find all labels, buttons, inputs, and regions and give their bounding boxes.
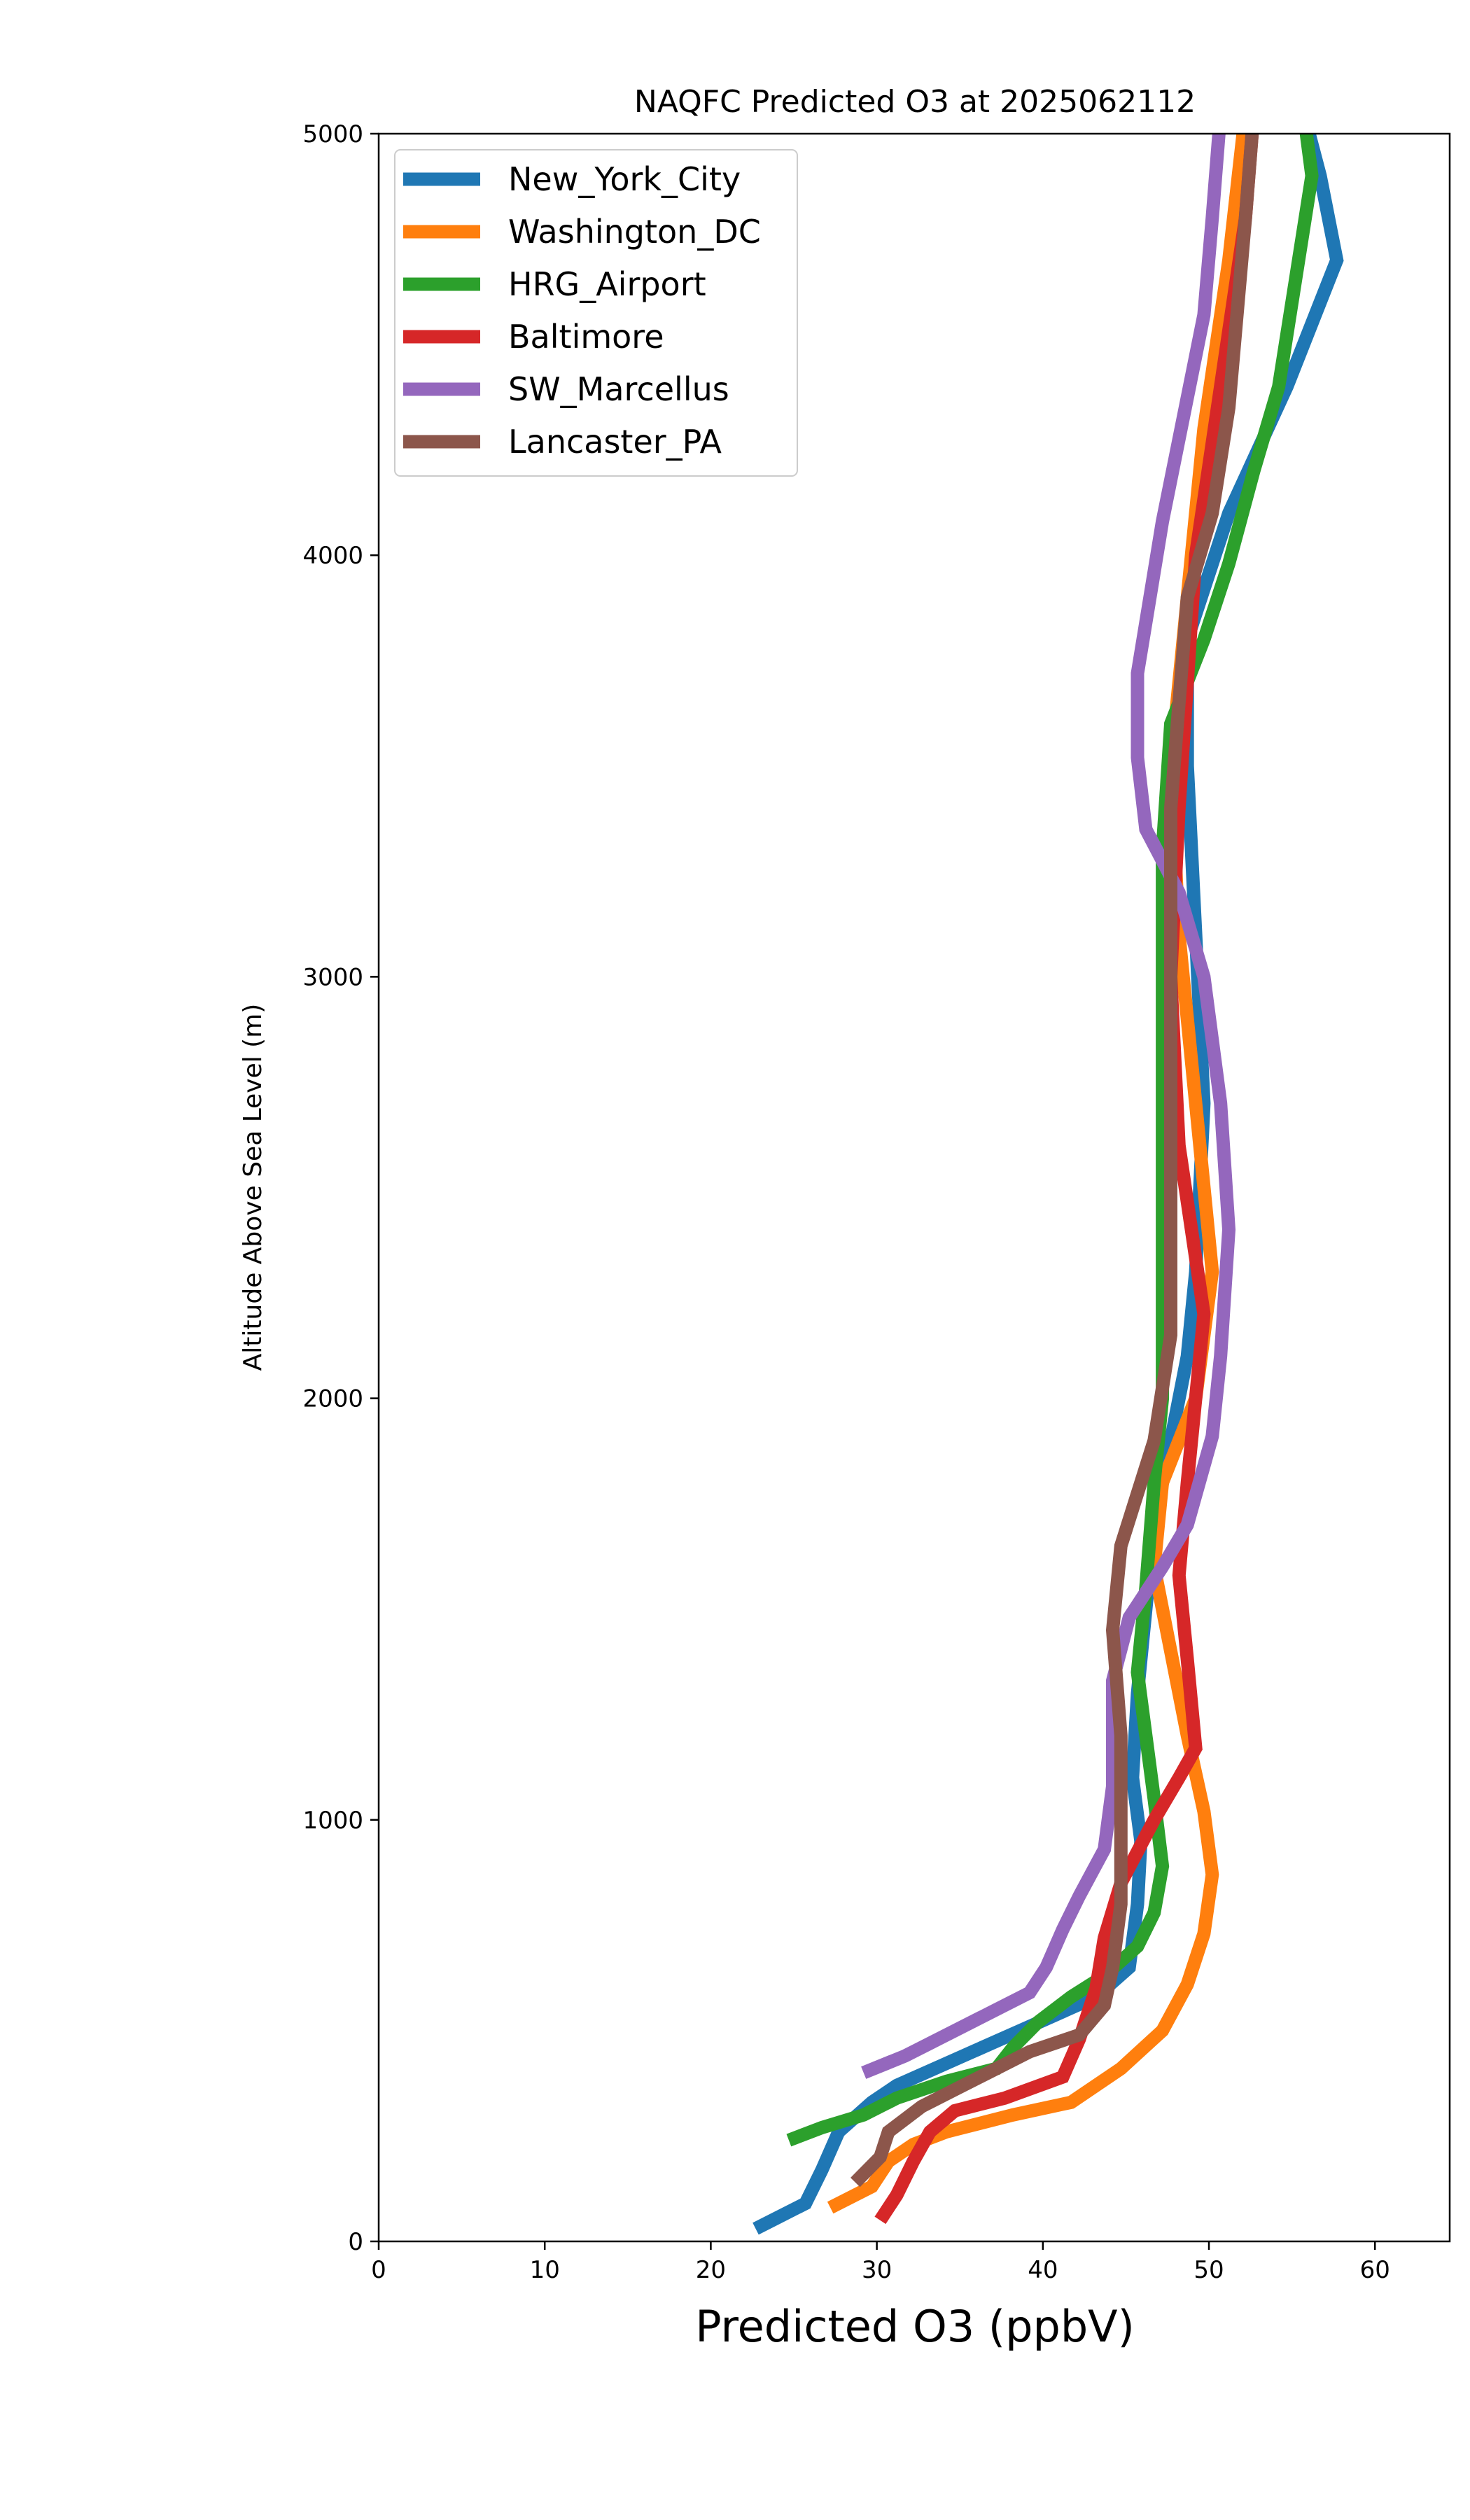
legend-label: New_York_City (508, 160, 741, 198)
y-tick-label: 4000 (302, 542, 363, 570)
y-tick-label: 0 (348, 2228, 363, 2256)
legend-label: Washington_DC (508, 213, 761, 251)
x-axis-label: Predicted O3 (ppbV) (695, 2301, 1135, 2352)
x-tick-label: 10 (530, 2256, 560, 2284)
x-tick-label: 20 (696, 2256, 726, 2284)
y-axis: 0 1000 2000 3000 4000 5000 (302, 120, 379, 2256)
chart-title: NAQFC Predicted O3 at 2025062112 (634, 84, 1196, 120)
legend-box (394, 149, 798, 477)
x-tick-label: 0 (371, 2256, 386, 2284)
plot-frame (377, 132, 1451, 2243)
x-tick-label: 30 (862, 2256, 892, 2284)
legend-label: HRG_Airport (508, 265, 706, 303)
series-group (752, 134, 1344, 2235)
series-line-lancaster-pa (850, 134, 1259, 2188)
series-line-baltimore (874, 134, 1259, 2225)
y-tick-label: 3000 (302, 963, 363, 991)
legend-label: Lancaster_PA (508, 423, 722, 461)
y-axis-label: Altitude Above Sea Level (m) (239, 1004, 267, 1371)
legend-label: SW_Marcellus (508, 370, 729, 408)
y-tick-label: 5000 (302, 120, 363, 148)
x-tick-label: 40 (1028, 2256, 1058, 2284)
series-line-sw-marcellus (861, 134, 1236, 2079)
legend: New_York_City Washington_DC HRG_Airport Bal… (394, 149, 798, 477)
x-tick-label: 50 (1194, 2256, 1224, 2284)
y-tick-label: 2000 (302, 1385, 363, 1413)
x-axis: 0 10 20 30 40 50 60 (371, 2241, 1390, 2284)
legend-label: Baltimore (508, 318, 664, 356)
y-tick-label: 1000 (302, 1807, 363, 1835)
x-tick-label: 60 (1360, 2256, 1390, 2284)
